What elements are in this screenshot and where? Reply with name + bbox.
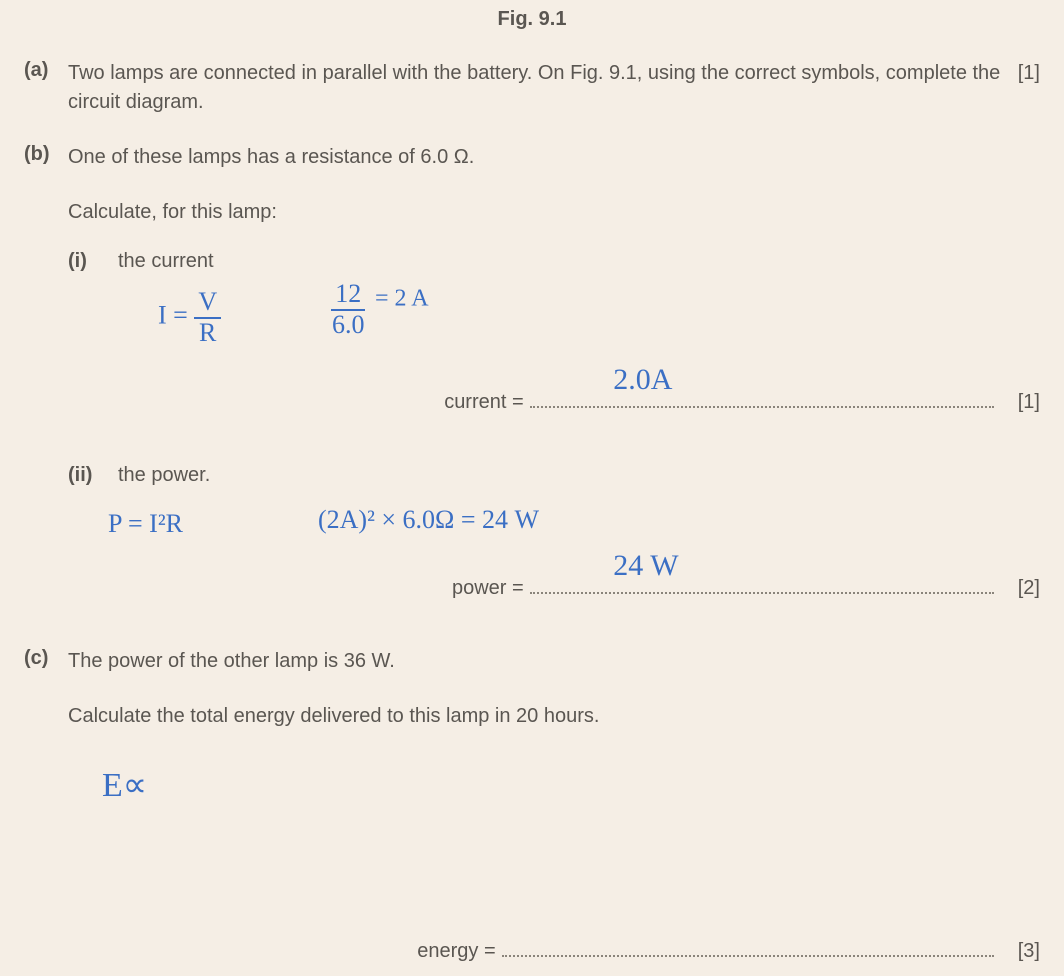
part-b-intro: One of these lamps has a resistance of 6…	[68, 143, 1040, 172]
b-i-marks: [1]	[1000, 388, 1040, 417]
part-b-instruction: Calculate, for this lamp:	[68, 198, 1040, 227]
b-ii-answer-line: 24 W	[530, 572, 994, 594]
part-a-label: (a)	[24, 59, 68, 117]
b-i-answer-prefix: current =	[118, 388, 524, 417]
hw-b-ii-formula: P = I²R	[108, 510, 183, 539]
figure-title: Fig. 9.1	[24, 8, 1040, 31]
hw-c-partial: E∝	[102, 767, 147, 804]
c-marks: [3]	[1000, 937, 1040, 966]
part-a-text: Two lamps are connected in parallel with…	[68, 62, 1000, 113]
c-answer-line	[502, 935, 994, 957]
subpart-b-ii-text: the power.	[118, 461, 1040, 490]
hw-b-i-formula: I = V R	[158, 288, 221, 347]
part-b: (b) One of these lamps has a resistance …	[24, 143, 1040, 613]
b-ii-answer-prefix: power =	[118, 574, 524, 603]
c-answer-prefix: energy =	[68, 937, 496, 966]
b-i-answer-line: 2.0A	[530, 386, 994, 408]
part-c: (c) The power of the other lamp is 36 W.…	[24, 647, 1040, 976]
b-ii-marks: [2]	[1000, 574, 1040, 603]
subpart-b-ii: (ii) the power. P = I²R (2A)² × 6.0Ω = 2…	[68, 461, 1040, 613]
part-b-label: (b)	[24, 143, 68, 613]
part-c-intro: The power of the other lamp is 36 W.	[68, 647, 1040, 676]
hw-b-i-calc: 12 6.0 = 2 A	[328, 280, 429, 339]
subpart-b-i-label: (i)	[68, 247, 118, 427]
subpart-b-i: (i) the current I = V R	[68, 247, 1040, 427]
part-a: (a) [1] Two lamps are connected in paral…	[24, 59, 1040, 117]
part-c-instruction: Calculate the total energy delivered to …	[68, 702, 1040, 731]
part-c-label: (c)	[24, 647, 68, 976]
part-a-body: [1] Two lamps are connected in parallel …	[68, 59, 1040, 117]
subpart-b-i-text: the current	[118, 247, 1040, 276]
part-a-marks: [1]	[1018, 59, 1040, 88]
hw-b-ii-calc: (2A)² × 6.0Ω = 24 W	[318, 506, 539, 535]
hw-b-i-answer: 2.0A	[613, 358, 672, 402]
hw-b-ii-answer: 24 W	[613, 544, 678, 588]
